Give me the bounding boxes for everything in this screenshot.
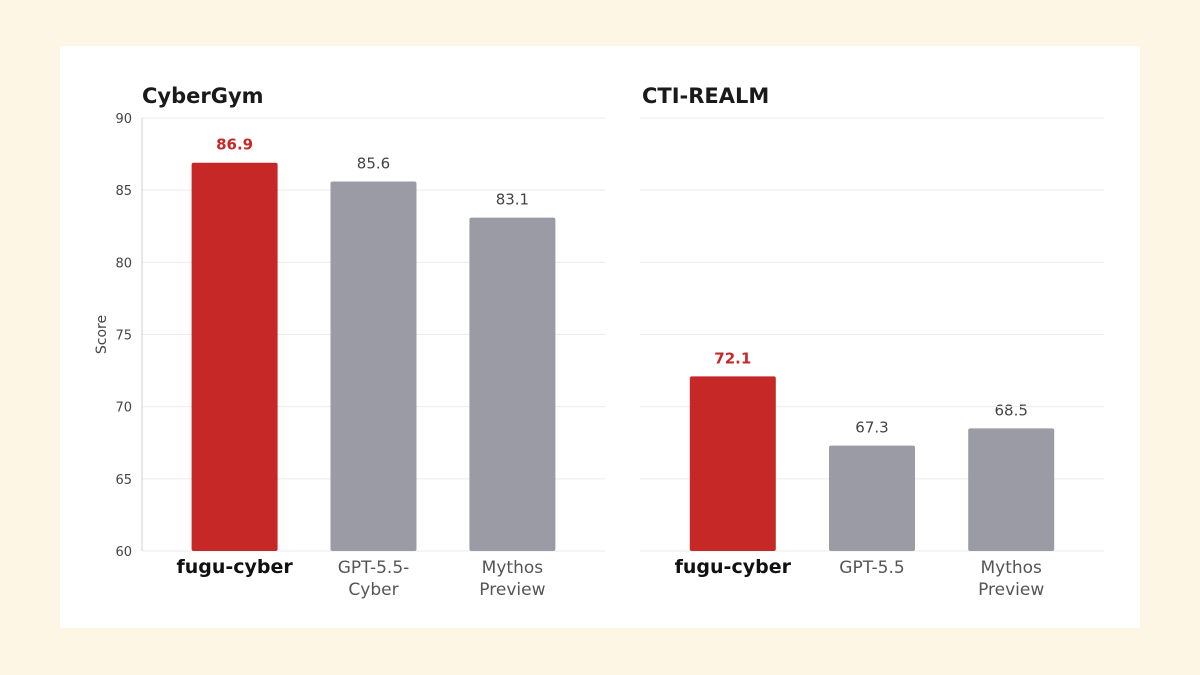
x-tick-label: Cyber [348, 580, 398, 600]
y-axis-label: Score [94, 315, 110, 354]
chart-title: CyberGym [142, 84, 264, 108]
bar-mythos-preview [968, 428, 1055, 551]
fish-stripe [64, 86, 96, 96]
bar-mythos-preview [469, 217, 556, 551]
x-tick-label: Mythos [482, 558, 544, 578]
x-tick-label: Mythos [980, 558, 1042, 578]
data-label: 72.1 [714, 349, 751, 367]
x-tick-label: Preview [479, 580, 545, 600]
bar-fugu-cyber [689, 376, 776, 551]
y-tick-label: 80 [115, 256, 132, 271]
y-tick-label: 65 [115, 473, 132, 488]
data-label: 85.6 [357, 155, 390, 173]
y-tick-label: 60 [115, 545, 132, 560]
bar-gpt-5-5-cyber [330, 181, 417, 552]
y-tick-label: 70 [115, 401, 132, 416]
chart-panel-1: CyberGym 60 65 70 75 80 85 90 Score 86.9 fugu-cybe… [94, 84, 546, 600]
fish-fin [88, 64, 106, 100]
bar-fugu-cyber [191, 162, 278, 551]
fish-stripe [70, 97, 98, 106]
x-tick-label: GPT-5.5 [839, 558, 904, 578]
benchmark-bar-charts: CyberGym 60 65 70 75 80 85 90 Score 86.9 fugu-cybe… [62, 54, 1104, 600]
y-tick-label: 75 [115, 329, 132, 344]
x-tick-label: GPT-5.5- [338, 558, 410, 578]
x-tick-label: fugu-cyber [675, 556, 792, 578]
x-tick-label: fugu-cyber [176, 556, 293, 578]
chart-panel-2: CTI-REALM 72.1 fugu-cyber 67.3 GPT-5.5 68.5 My… [642, 84, 1044, 600]
chart-title: CTI-REALM [642, 84, 769, 108]
data-label: 67.3 [855, 419, 888, 437]
data-label: 68.5 [994, 401, 1027, 419]
data-label: 86.9 [216, 136, 253, 154]
bar-gpt-5-5 [829, 445, 915, 551]
y-tick-label: 85 [115, 184, 132, 199]
chart-card: CyberGym 60 65 70 75 80 85 90 Score 86.9 fugu-cybe… [60, 46, 1140, 628]
fish-stripe [62, 75, 94, 84]
x-tick-label: Preview [978, 580, 1044, 600]
data-label: 83.1 [496, 191, 529, 209]
y-tick-label: 90 [115, 112, 132, 127]
